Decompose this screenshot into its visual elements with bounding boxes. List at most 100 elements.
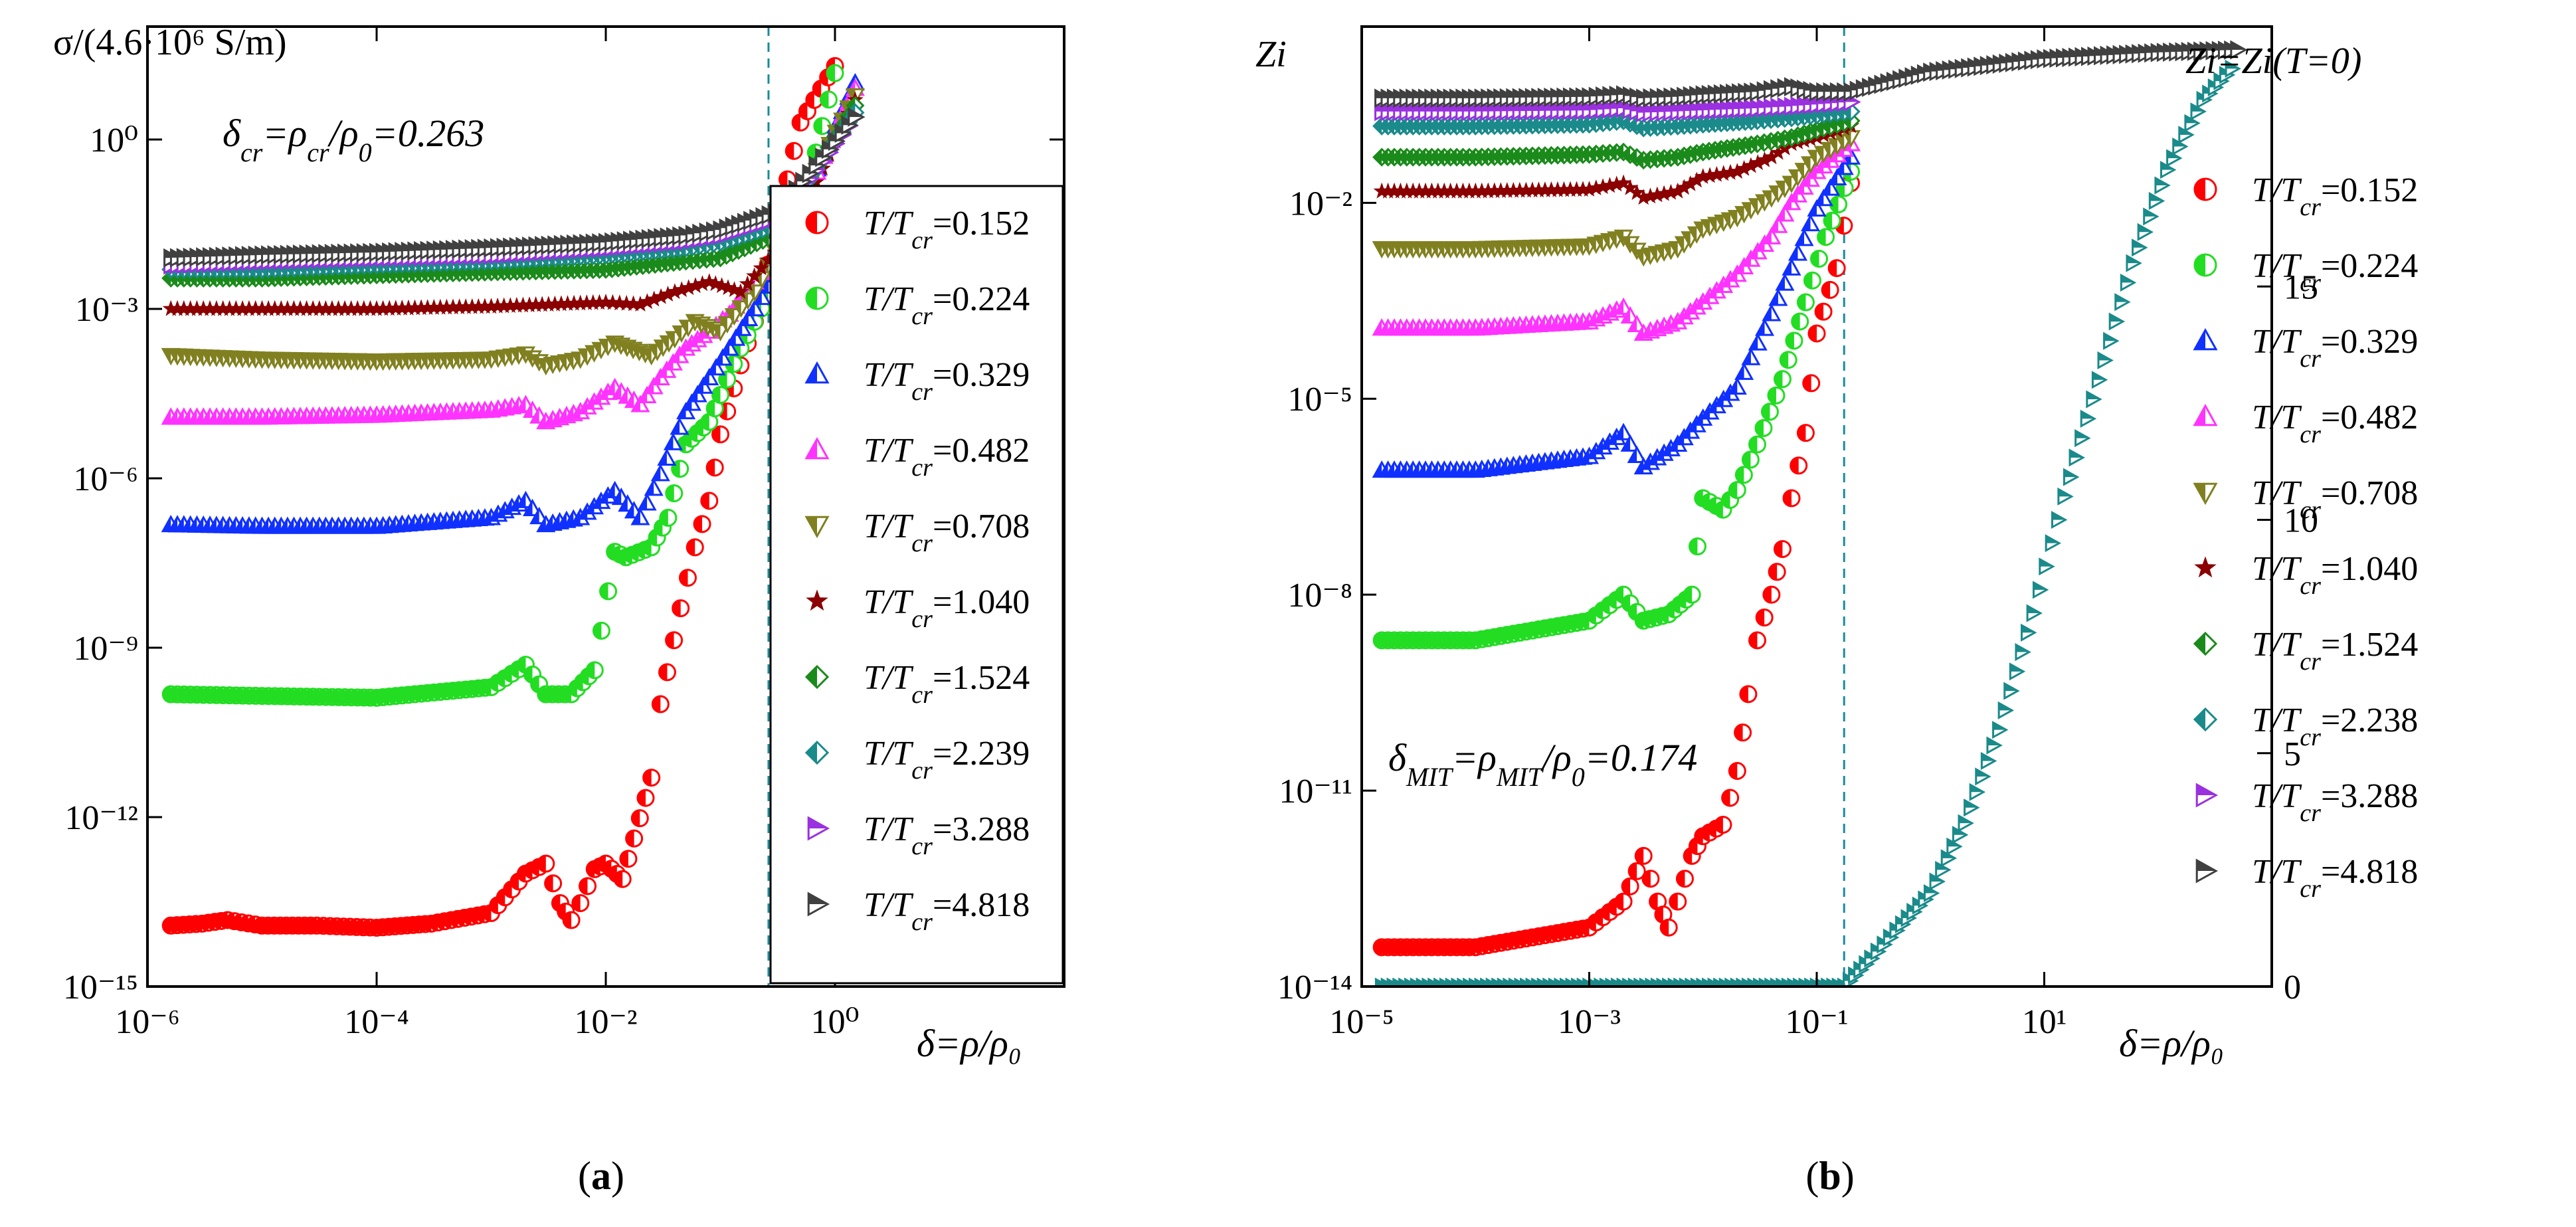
- A-legend-label-0: T/Tcr=0.152: [864, 205, 1030, 254]
- A-series-3-point-60-fill: [551, 410, 560, 425]
- A-series-0-point-2-fill: [175, 917, 184, 933]
- B-series-4-point-39-fill: [1622, 236, 1631, 252]
- B-series-3-point-68-fill: [1815, 158, 1824, 173]
- A-series-4-point-13-fill: [247, 352, 256, 367]
- A-legend-value: =0.152: [933, 205, 1030, 242]
- B-right-series-point-95-fill: [1918, 892, 1932, 899]
- panel-b-data: [1372, 27, 2248, 987]
- A-series-1-point-44-fill: [445, 682, 453, 699]
- B-series-7-point-1-fill: [1380, 118, 1388, 134]
- B-series-6-point-65-fill: [1790, 128, 1798, 144]
- A-series-0-point-64-fill: [579, 878, 588, 894]
- A-series-4-point-3-fill: [182, 349, 191, 365]
- A-series-2-point-36-fill: [394, 516, 403, 531]
- B-series-3-point-8-fill: [1424, 320, 1432, 335]
- A-series-2-point-91-fill: [753, 290, 762, 304]
- B-series-7-point-8-fill: [1424, 118, 1432, 134]
- B-series-3-point-67-fill: [1809, 163, 1817, 179]
- B-right-series-point-100-fill: [1947, 839, 1961, 847]
- A-series-4-point-89-fill: [740, 293, 749, 308]
- A-series-2-point-19-fill: [286, 518, 294, 533]
- B-series-6-point-68-fill: [1809, 122, 1817, 138]
- B-series-7-point-25-fill: [1530, 117, 1539, 134]
- A-series-4-point-54-fill: [511, 348, 519, 363]
- A-series-1-point-45-fill: [451, 682, 460, 698]
- A-series-3-point-9-fill: [221, 409, 230, 424]
- B-series-7-point-4-fill: [1398, 118, 1407, 134]
- B-series-2-point-33-fill: [1581, 448, 1590, 463]
- A-series-3-point-43-fill: [438, 404, 447, 419]
- B-series-7-point-10-fill: [1436, 118, 1445, 134]
- B-series-4-point-14-fill: [1461, 242, 1469, 257]
- B-series-7-point-41-fill: [1635, 120, 1644, 136]
- B-series-5-point-26: [1536, 181, 1554, 197]
- A-series-0-point-25-fill: [322, 917, 330, 934]
- A-series-1-point-1-fill: [169, 686, 178, 703]
- B-series-4-point-64-fill: [1790, 170, 1798, 185]
- B-series-0-point-67-fill: [1809, 325, 1817, 341]
- B-series-1-point-8-fill: [1424, 632, 1432, 648]
- A-series-2-point-26-fill: [330, 518, 339, 533]
- A-series-4-point-17-fill: [273, 353, 282, 367]
- B-legend-label-7: T/Tcr=2.238: [2252, 702, 2418, 751]
- A-legend-text: T/T: [864, 659, 913, 697]
- A-series-1-point-10-fill: [228, 687, 236, 704]
- B-series-2-point-8-fill: [1424, 462, 1432, 477]
- B-series-3-point-11-fill: [1442, 320, 1451, 335]
- A-series-1-point-9-fill: [221, 687, 230, 704]
- B-series-6-point-30-fill: [1562, 147, 1570, 163]
- B-series-4-point-7-fill: [1417, 242, 1426, 257]
- B-series-1-point-58-fill: [1742, 451, 1751, 468]
- B-series-5-point-28: [1549, 181, 1566, 197]
- A-series-6-point-63-fill: [566, 262, 575, 278]
- A-series-5-point-51: [489, 297, 506, 314]
- A-series-0-point-85-fill: [712, 426, 721, 442]
- A-series-4-point-39-fill: [413, 353, 422, 369]
- B-right-series-point-61-fill: [1725, 979, 1739, 987]
- A-series-1-point-26-fill: [330, 689, 339, 706]
- B-series-0-point-59-fill: [1756, 609, 1765, 626]
- A-legend-value: =1.524: [933, 659, 1030, 697]
- B-right-series-point-66-fill: [1754, 979, 1768, 987]
- A-series-6-point-78-fill: [659, 255, 668, 272]
- B-series-7-point-28-fill: [1549, 116, 1558, 133]
- A-series-4-point-2-fill: [175, 349, 184, 364]
- A-series-5-point-4: [188, 300, 205, 316]
- A-series-3-point-75-fill: [652, 369, 661, 385]
- A-series-4-point-78-fill: [666, 331, 675, 347]
- B-series-5-point-51: [1701, 167, 1718, 183]
- B-right-series-point-111-fill: [2010, 664, 2024, 672]
- B-series-7-point-43-fill: [1649, 119, 1657, 136]
- B-right-series-point-127-fill: [2104, 333, 2118, 341]
- A-ytick-label-4: 10⁻³: [75, 291, 138, 329]
- A-series-5-point-13: [247, 300, 264, 316]
- A-series-4-point-14-fill: [254, 352, 262, 367]
- B-series-4-point-51-fill: [1702, 220, 1710, 235]
- A-series-1-point-68-fill: [600, 583, 608, 599]
- A-series-4-point-8-fill: [215, 351, 223, 366]
- B-series-1-point-1-fill: [1380, 632, 1388, 648]
- B-series-4-point-25-fill: [1530, 240, 1539, 255]
- B-series-3-point-10-fill: [1436, 320, 1445, 335]
- B-right-series-point-105-fill: [1976, 769, 1989, 777]
- B-legend-label-9: T/Tcr=4.818: [2252, 853, 2418, 903]
- B-series-6-point-56-fill: [1731, 138, 1740, 155]
- A-legend-marker-4-fill: [806, 517, 817, 536]
- B-right-series-point-122-fill: [2075, 430, 2089, 438]
- B-series-5-point-9: [1429, 182, 1447, 199]
- B-series-3-point-25-fill: [1530, 316, 1539, 331]
- A-series-1-point-16-fill: [266, 688, 275, 704]
- A-legend-value: =4.818: [933, 886, 1030, 924]
- B-series-0-point-61-fill: [1769, 563, 1778, 580]
- A-series-3-point-40-fill: [419, 405, 428, 420]
- B-annotation-part: /ρ: [1540, 736, 1572, 779]
- B-right-series-point-19-fill: [1487, 979, 1500, 987]
- A-series-0-point-78-fill: [666, 632, 674, 648]
- A-series-5-point-57: [527, 296, 545, 312]
- B-series-7-point-53-fill: [1712, 115, 1721, 132]
- B-series-9-point-100-fill: [2012, 54, 2027, 62]
- A-series-4-point-1-fill: [169, 349, 178, 364]
- B-series-8-point-58-fill: [1744, 100, 1760, 109]
- A-series-5-point-22: [304, 300, 322, 316]
- A-legend-value: =0.329: [933, 356, 1030, 394]
